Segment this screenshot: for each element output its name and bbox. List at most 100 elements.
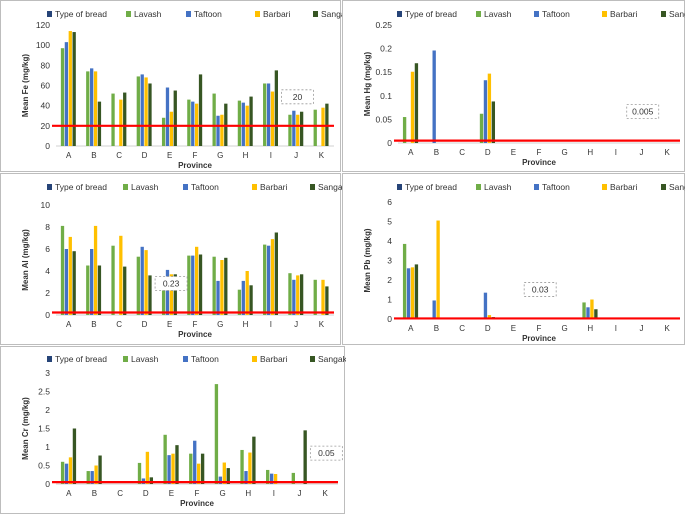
- y-tick-label: 1: [45, 442, 50, 452]
- bar-sangak-B: [98, 455, 102, 484]
- x-tick-label: F: [195, 489, 200, 498]
- legend-label: Type of bread: [55, 9, 107, 19]
- bar-barbari-B: [436, 220, 440, 319]
- bar-lavash-E: [161, 277, 166, 315]
- bar-lavash-H: [237, 100, 242, 147]
- x-tick-label: H: [243, 151, 249, 160]
- legend-swatch-4: [661, 184, 666, 190]
- bar-taftoon-B: [90, 68, 94, 146]
- threshold-callout-label: 0.05: [318, 448, 335, 458]
- legend-swatch-1: [123, 356, 128, 362]
- y-axis-title: Mean Pb (mg/kg): [363, 228, 372, 292]
- bar-taftoon-H: [586, 307, 590, 319]
- x-tick-label: G: [217, 151, 223, 160]
- threshold-callout-box: [523, 282, 557, 297]
- x-tick-label: H: [245, 489, 251, 498]
- x-tick-label: G: [220, 489, 226, 498]
- bar-taftoon-A: [64, 463, 69, 484]
- bar-lavash-D: [136, 256, 140, 315]
- legend-swatch-1: [123, 184, 128, 190]
- x-tick-label: B: [92, 489, 97, 498]
- legend-label: Lavash: [131, 354, 159, 364]
- bar-barbari-K: [321, 279, 325, 315]
- bar-barbari-I: [270, 239, 275, 315]
- x-tick-label: D: [485, 324, 491, 333]
- legend-label: Type of bread: [55, 182, 107, 192]
- x-tick-label: F: [193, 151, 198, 160]
- bar-sangak-F: [200, 453, 205, 484]
- legend-label: Barbari: [610, 182, 638, 192]
- bar-sangak-D: [149, 477, 154, 484]
- bar-barbari-B: [93, 71, 98, 146]
- y-tick-label: 20: [41, 121, 51, 131]
- bar-sangak-A: [72, 251, 76, 315]
- y-tick-label: 0.15: [375, 67, 392, 77]
- chart-panel-hg: 0 0.05 0.1 0.15 0.2 0.25 0.005 A B C D E F G H I J K Provi…: [342, 0, 685, 172]
- x-tick-label: A: [66, 151, 72, 160]
- legend-label: Barbari: [260, 182, 288, 192]
- y-axis-title: Mean Al (mg/kg): [21, 229, 30, 291]
- bar-barbari-H: [590, 299, 594, 319]
- x-tick-label: J: [640, 148, 644, 157]
- bar-sangak-E: [173, 274, 177, 315]
- x-tick-label: K: [323, 489, 329, 498]
- x-tick-label: F: [537, 148, 542, 157]
- bar-sangak-A: [72, 428, 77, 484]
- bar-taftoon-F: [191, 255, 195, 315]
- bar-lavash-B: [86, 265, 90, 315]
- legend-label: Sangak: [318, 182, 342, 192]
- bar-taftoon-I: [269, 473, 274, 484]
- x-tick-label: K: [319, 320, 325, 329]
- bar-barbari-C: [119, 235, 123, 315]
- bar-lavash-A: [60, 461, 65, 484]
- x-tick-label: G: [217, 320, 223, 329]
- x-tick-label: F: [537, 324, 542, 333]
- bar-taftoon-J: [292, 279, 296, 315]
- bar-taftoon-E: [165, 87, 170, 146]
- bar-lavash-C: [111, 245, 115, 315]
- bar-taftoon-F: [191, 101, 195, 146]
- chart-svg-fe: 0 20 40 60 80 100 120 20 A B C D E F G H I J K Province Mean…: [21, 9, 342, 170]
- x-tick-label: A: [408, 148, 414, 157]
- legend-label: Lavash: [131, 182, 159, 192]
- legend-swatch-0: [47, 184, 52, 190]
- bar-lavash-H: [240, 449, 244, 484]
- bar-sangak-H: [249, 96, 253, 146]
- bar-lavash-H: [582, 302, 586, 319]
- y-axis-title: Mean Cr (mg/kg): [21, 397, 30, 460]
- bar-sangak-H: [594, 309, 598, 319]
- legend-swatch-3: [255, 11, 260, 17]
- x-tick-label: G: [562, 324, 568, 333]
- x-tick-label: H: [587, 324, 593, 333]
- bar-lavash-E: [161, 117, 166, 146]
- bar-barbari-I: [270, 91, 275, 146]
- bar-taftoon-A: [406, 268, 411, 319]
- y-tick-label: 0.05: [375, 114, 392, 124]
- chart-svg-al: 0 2 4 6 8 10 0.23 A B C D E F G H I J K Province Mean Al (m…: [21, 182, 342, 339]
- bar-barbari-C: [119, 99, 123, 146]
- legend-label: Sangak: [318, 354, 346, 364]
- bar-taftoon-G: [216, 280, 220, 315]
- threshold-callout-box: [309, 445, 343, 461]
- y-tick-label: 0.5: [38, 461, 50, 471]
- bar-sangak-F: [198, 74, 203, 146]
- x-tick-label: B: [91, 151, 96, 160]
- bar-taftoon-G: [218, 476, 223, 484]
- chart-svg-pb: 0 1 2 3 4 5 6 0.03 A B C D E F G H I J K Province Mean Pb (m…: [363, 182, 685, 343]
- x-tick-label: I: [615, 324, 617, 333]
- legend-swatch-1: [476, 184, 481, 190]
- threshold-callout-label: 0.23: [163, 278, 180, 288]
- bar-barbari-E: [171, 453, 175, 484]
- bar-lavash-D: [136, 76, 140, 146]
- legend-label: Taftoon: [542, 9, 570, 19]
- legend-label: Taftoon: [542, 182, 570, 192]
- bar-lavash-B: [86, 471, 90, 484]
- bar-taftoon-B: [90, 249, 94, 315]
- bar-sangak-J: [303, 430, 307, 484]
- y-tick-label: 4: [387, 236, 392, 246]
- bar-taftoon-G: [216, 115, 220, 146]
- y-tick-label: 0: [45, 479, 50, 489]
- bar-taftoon-H: [244, 471, 248, 484]
- bar-barbari-D: [145, 451, 150, 484]
- bar-lavash-F: [189, 453, 193, 484]
